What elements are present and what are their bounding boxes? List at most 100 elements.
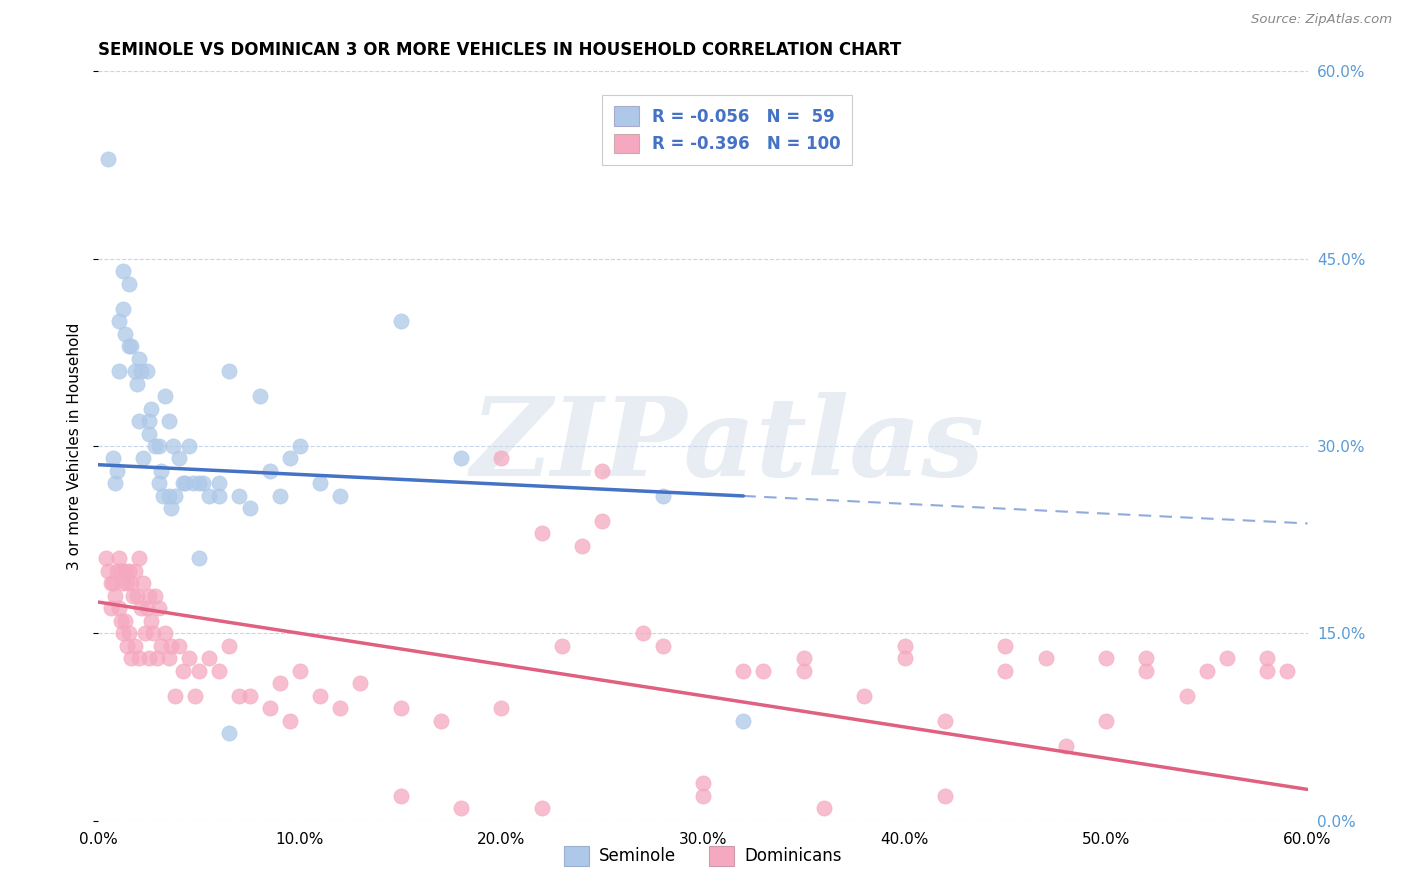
Point	[1216, 651, 1239, 665]
Point	[129, 601, 152, 615]
Point	[163, 689, 186, 703]
Point	[96, 551, 118, 566]
Point	[162, 439, 184, 453]
Point	[450, 801, 472, 815]
Point	[111, 576, 134, 591]
Point	[733, 714, 755, 728]
Point	[124, 564, 146, 578]
Point	[111, 264, 134, 278]
Point	[329, 489, 352, 503]
Point	[208, 476, 231, 491]
Text: SEMINOLE VS DOMINICAN 3 OR MORE VEHICLES IN HOUSEHOLD CORRELATION CHART: SEMINOLE VS DOMINICAN 3 OR MORE VEHICLES…	[98, 41, 901, 59]
Point	[259, 701, 281, 715]
Point	[309, 689, 332, 703]
Point	[118, 626, 141, 640]
Point	[1277, 664, 1299, 678]
Point	[551, 639, 574, 653]
Point	[167, 639, 190, 653]
Point	[152, 489, 174, 503]
Point	[124, 364, 146, 378]
Point	[329, 701, 352, 715]
Point	[934, 789, 956, 803]
Point	[148, 601, 170, 615]
Point	[114, 326, 136, 341]
Text: ZIPatlas: ZIPatlas	[470, 392, 984, 500]
Point	[167, 451, 190, 466]
Point	[349, 676, 371, 690]
Point	[143, 589, 166, 603]
Point	[491, 451, 513, 466]
Point	[188, 476, 211, 491]
Point	[218, 364, 240, 378]
Point	[103, 589, 125, 603]
Point	[143, 439, 166, 453]
Point	[110, 614, 132, 628]
Point	[118, 277, 141, 291]
Point	[188, 551, 211, 566]
Point	[198, 651, 221, 665]
Point	[100, 601, 122, 615]
Point	[218, 639, 240, 653]
Point	[128, 651, 150, 665]
Point	[120, 651, 142, 665]
Point	[107, 314, 129, 328]
Point	[118, 564, 141, 578]
Point	[179, 651, 201, 665]
Point	[157, 414, 180, 428]
Point	[118, 339, 141, 353]
Point	[389, 789, 412, 803]
Point	[160, 501, 183, 516]
Point	[129, 364, 152, 378]
Point	[157, 651, 180, 665]
Point	[571, 539, 593, 553]
Point	[994, 639, 1017, 653]
Point	[114, 614, 136, 628]
Point	[430, 714, 453, 728]
Point	[591, 464, 613, 478]
Point	[793, 651, 815, 665]
Point	[259, 464, 281, 478]
Point	[153, 389, 176, 403]
Point	[893, 639, 915, 653]
Point	[198, 489, 221, 503]
Point	[120, 576, 142, 591]
Point	[853, 689, 876, 703]
Point	[591, 514, 613, 528]
Point	[160, 639, 183, 653]
Point	[103, 476, 125, 491]
Point	[179, 439, 201, 453]
Point	[163, 489, 186, 503]
Point	[278, 451, 301, 466]
Point	[107, 364, 129, 378]
Point	[813, 801, 835, 815]
Point	[138, 414, 160, 428]
Point	[101, 576, 124, 591]
Point	[107, 601, 129, 615]
Point	[188, 664, 211, 678]
Point	[110, 564, 132, 578]
Point	[101, 451, 124, 466]
Point	[389, 314, 412, 328]
Point	[239, 689, 262, 703]
Point	[149, 639, 172, 653]
Point	[491, 701, 513, 715]
Point	[1256, 651, 1278, 665]
Point	[994, 664, 1017, 678]
Point	[692, 789, 714, 803]
Legend: Seminole, Dominicans: Seminole, Dominicans	[557, 839, 849, 872]
Point	[157, 489, 180, 503]
Point	[172, 664, 194, 678]
Point	[115, 639, 138, 653]
Point	[105, 464, 128, 478]
Point	[288, 439, 311, 453]
Point	[288, 664, 311, 678]
Point	[269, 676, 291, 690]
Point	[132, 451, 155, 466]
Point	[135, 601, 157, 615]
Point	[228, 489, 250, 503]
Text: Source: ZipAtlas.com: Source: ZipAtlas.com	[1251, 13, 1392, 27]
Point	[153, 626, 176, 640]
Point	[128, 351, 150, 366]
Point	[184, 689, 207, 703]
Point	[208, 664, 231, 678]
